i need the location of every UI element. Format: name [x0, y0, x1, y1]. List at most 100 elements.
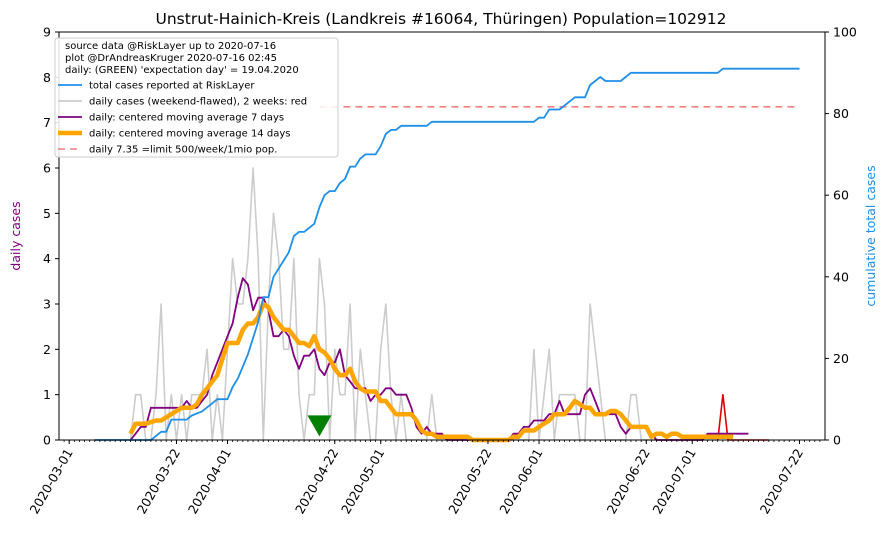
- total-cases-point: [171, 419, 172, 420]
- ma14-point: [666, 436, 667, 437]
- y2-tick-label: 0: [833, 433, 841, 448]
- ma14-point: [395, 414, 396, 415]
- ma7-point: [253, 310, 254, 311]
- ma14-point: [390, 407, 391, 408]
- total-cases-point: [538, 117, 539, 118]
- ma14-point: [380, 400, 381, 401]
- daily-cases-point: [390, 394, 391, 395]
- ma14-point: [625, 420, 626, 421]
- y-tick-label: 2: [43, 342, 51, 357]
- ma14-point: [130, 433, 131, 434]
- daily-cases-point: [380, 349, 381, 350]
- daily-cases-point: [288, 349, 289, 350]
- ma14-point: [595, 414, 596, 415]
- total-cases-point: [298, 231, 299, 232]
- ma14-point: [559, 414, 560, 415]
- ma14-line: [128, 301, 734, 443]
- ma7-point: [258, 297, 259, 298]
- y2-axis-label: cumulative total cases: [863, 165, 878, 306]
- legend-entry-label: daily 7.35 =limit 500/week/1mio pop.: [89, 145, 277, 156]
- ma14-point: [360, 388, 361, 389]
- daily-cases-point: [155, 394, 156, 395]
- ma14-point: [247, 323, 248, 324]
- total-cases-point: [314, 223, 315, 224]
- ma14-point: [181, 407, 182, 408]
- total-cases-point: [273, 276, 274, 277]
- total-cases-point: [375, 154, 376, 155]
- daily-cases-point: [564, 394, 565, 395]
- total-cases-point: [544, 117, 545, 118]
- ma7-point: [538, 420, 539, 421]
- y2-tick-label: 80: [833, 106, 849, 121]
- total-cases-point: [237, 378, 238, 379]
- legend-header-line: source data @RiskLayer up to 2020-07-16: [65, 41, 276, 52]
- ma14-point: [350, 368, 351, 369]
- ma14-point: [406, 414, 407, 415]
- total-cases-point: [431, 121, 432, 122]
- total-cases-point: [253, 337, 254, 338]
- expectation-day-marker: [307, 415, 332, 437]
- ma14-point: [431, 433, 432, 434]
- legend: source data @RiskLayer up to 2020-07-16p…: [54, 37, 339, 158]
- ma14-point: [620, 414, 621, 415]
- daily-cases-point: [385, 303, 386, 304]
- ma14-point: [513, 436, 514, 437]
- ma14-point: [339, 375, 340, 376]
- total-cases-point: [191, 415, 192, 416]
- total-cases-point: [600, 76, 601, 77]
- ma14-point: [651, 436, 652, 437]
- total-cases-point: [186, 419, 187, 420]
- y2-tick-label: 20: [833, 351, 849, 366]
- ma7-point: [533, 420, 534, 421]
- daily-cases-point: [140, 394, 141, 395]
- total-cases-point: [263, 297, 264, 298]
- total-cases-point: [717, 72, 718, 73]
- ma7-point: [212, 375, 213, 376]
- ma14-point: [467, 436, 468, 437]
- ma14-point: [288, 329, 289, 330]
- daily-cases-point: [324, 303, 325, 304]
- daily-cases-point: [559, 394, 560, 395]
- ma7-point: [186, 400, 187, 401]
- daily-cases-point: [309, 394, 310, 395]
- ma14-point: [615, 410, 616, 411]
- daily-cases-point: [161, 303, 162, 304]
- daily-cases-point: [135, 394, 136, 395]
- ma14-point: [661, 433, 662, 434]
- ma14-point: [605, 414, 606, 415]
- ma14-point: [191, 407, 192, 408]
- ma14-point: [166, 417, 167, 418]
- ma7-point: [350, 381, 351, 382]
- ma14-point: [549, 420, 550, 421]
- ma7-point: [370, 400, 371, 401]
- total-cases-point: [242, 366, 243, 367]
- ma7-point: [395, 394, 396, 395]
- total-cases-point: [564, 105, 565, 106]
- ma7-point: [222, 349, 223, 350]
- ma7-point: [171, 407, 172, 408]
- total-cases-point: [329, 191, 330, 192]
- total-cases-point: [406, 125, 407, 126]
- total-cases-point: [620, 80, 621, 81]
- ma7-point: [707, 433, 708, 434]
- daily-cases-point: [278, 258, 279, 259]
- expectation-day-layer: [307, 415, 332, 437]
- ma7-point: [288, 336, 289, 337]
- ma14-point: [656, 433, 657, 434]
- total-cases-point: [247, 354, 248, 355]
- ma14-point: [319, 349, 320, 350]
- ma14-point: [421, 430, 422, 431]
- daily-cases-point: [171, 394, 172, 395]
- total-cases-point: [217, 399, 218, 400]
- ma14-point: [324, 352, 325, 353]
- daily-cases-point: [273, 213, 274, 214]
- ma14-point: [733, 436, 734, 437]
- ma14-point: [283, 329, 284, 330]
- total-cases-point: [584, 97, 585, 98]
- ma7-point: [247, 284, 248, 285]
- ma14-point: [518, 436, 519, 437]
- ma14-point: [385, 400, 386, 401]
- daily-cases-point: [196, 394, 197, 395]
- total-cases-point: [799, 68, 800, 69]
